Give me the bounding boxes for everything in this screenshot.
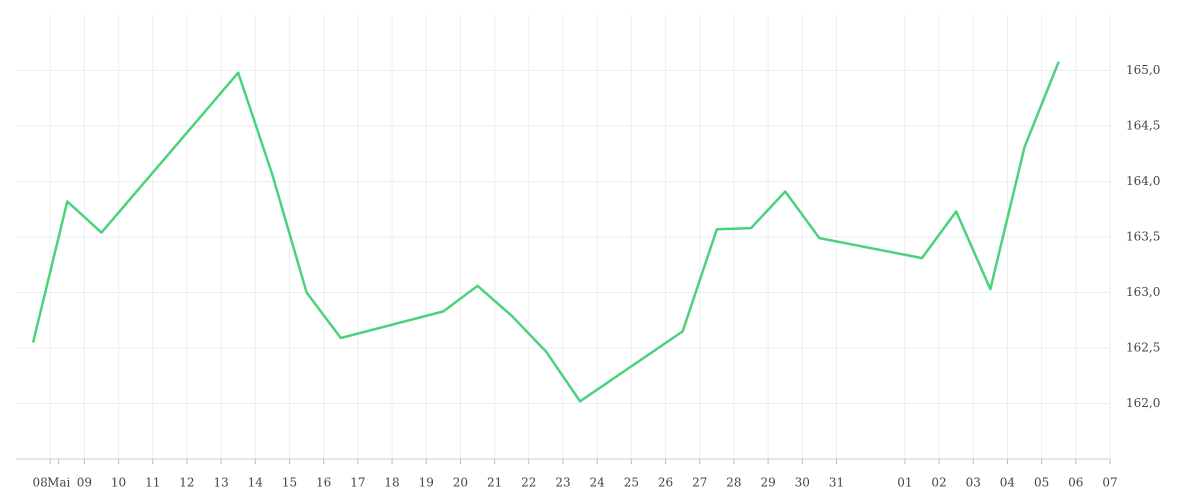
x-tick-label: 02	[931, 476, 946, 490]
x-tick-label: 30	[795, 476, 810, 490]
x-tick-label: Mai	[47, 476, 70, 490]
x-tick-label: 09	[77, 476, 92, 490]
x-tick-label: 27	[692, 476, 707, 490]
x-tick-label: 25	[624, 476, 639, 490]
x-tick-label: 14	[248, 476, 264, 490]
x-tick-label: 24	[590, 476, 606, 490]
y-tick-label: 164,5	[1126, 119, 1160, 133]
x-tick-label: 07	[1102, 476, 1117, 490]
x-tick-label: 20	[453, 476, 468, 490]
x-tick-label: 21	[487, 476, 502, 490]
x-tick-label: 01	[897, 476, 912, 490]
x-tick-label: 17	[350, 476, 365, 490]
y-tick-label: 162,0	[1126, 396, 1160, 410]
x-tick-label: 13	[213, 476, 228, 490]
x-tick-label: 31	[829, 476, 844, 490]
x-tick-label: 19	[419, 476, 434, 490]
x-tick-label: 23	[555, 476, 570, 490]
x-tick-label: 16	[316, 476, 331, 490]
data-line	[31, 61, 1060, 403]
x-tick-label: 08	[33, 476, 48, 490]
y-tick-label: 163,5	[1126, 230, 1160, 244]
x-tick-label: 29	[760, 476, 775, 490]
x-tick-label: 22	[521, 476, 536, 490]
x-tick-label: 10	[111, 476, 126, 490]
y-tick-label: 163,0	[1126, 285, 1160, 299]
x-tick-label: 18	[384, 476, 399, 490]
y-tick-label: 162,5	[1126, 341, 1160, 355]
x-tick-label: 26	[658, 476, 673, 490]
x-tick-label: 04	[1000, 476, 1016, 490]
x-tick-label: 28	[726, 476, 741, 490]
x-tick-label: 11	[145, 476, 160, 490]
x-tick-label: 06	[1068, 476, 1083, 490]
x-tick-label: 03	[966, 476, 981, 490]
y-tick-label: 165,0	[1126, 63, 1160, 77]
y-tick-label: 164,0	[1126, 174, 1160, 188]
x-tick-label: 12	[179, 476, 194, 490]
x-tick-label: 05	[1034, 476, 1049, 490]
x-tick-label: 15	[282, 476, 297, 490]
